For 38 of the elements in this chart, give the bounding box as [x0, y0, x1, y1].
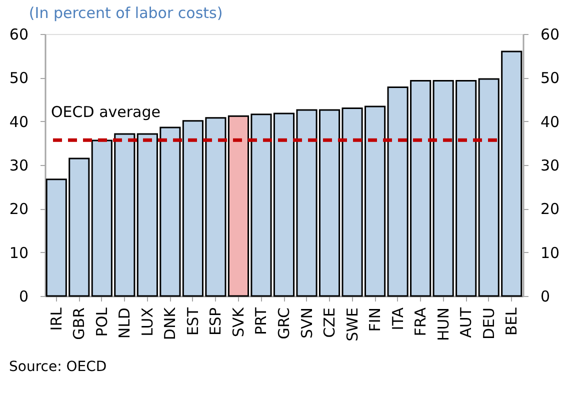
y2-tick-label: 0	[540, 288, 550, 306]
x-tick-label: HUN	[434, 308, 452, 341]
y-tick-label: 40	[9, 112, 28, 131]
y2-tick-label: 30	[540, 156, 560, 174]
x-tick-label: LUX	[138, 308, 156, 336]
y-tick-label: 0	[18, 288, 28, 306]
x-tick-label: FRA	[412, 306, 430, 336]
x-tick-label: DEU	[480, 308, 498, 340]
y2-tick-label: 10	[540, 244, 560, 262]
x-tick-label: GRC	[275, 308, 293, 340]
x-tick-label: PRT	[252, 306, 270, 336]
y2-tick-label: 60	[540, 26, 560, 44]
ref-line-label: OECD average	[51, 103, 160, 122]
y-tick-label: 10	[9, 244, 28, 262]
y-tick-label: 30	[9, 156, 28, 174]
y-tick-label: 20	[9, 200, 28, 218]
y-tick-label: 60	[9, 26, 28, 44]
x-tick-label: POL	[92, 306, 111, 337]
x-tick-label: NLD	[116, 308, 134, 339]
x-tick-label: EST	[184, 306, 202, 336]
x-tick-label: SVK	[229, 306, 248, 338]
x-tick-label: SVN	[298, 308, 316, 339]
x-tick-label: DNK	[161, 306, 180, 340]
y-tick-label: 50	[9, 69, 28, 88]
chart-subtitle: (In percent of labor costs)	[28, 4, 223, 22]
y2-tick-label: 20	[540, 200, 560, 218]
x-tick-label: SWE	[343, 308, 362, 342]
x-tick-label: BEL	[502, 306, 521, 336]
x-tick-label: ESP	[206, 308, 225, 336]
x-tick-label: ITA	[388, 306, 407, 330]
source-note: Source: OECD	[9, 359, 107, 375]
x-tick-label: GBR	[70, 308, 88, 340]
x-tick-label: IRL	[47, 306, 66, 331]
y2-tick-label: 40	[540, 112, 560, 131]
y2-tick-label: 50	[540, 69, 560, 88]
x-tick-label: AUT	[457, 306, 476, 338]
x-tick-label: CZE	[320, 308, 339, 338]
x-tick-label: FIN	[366, 308, 384, 332]
